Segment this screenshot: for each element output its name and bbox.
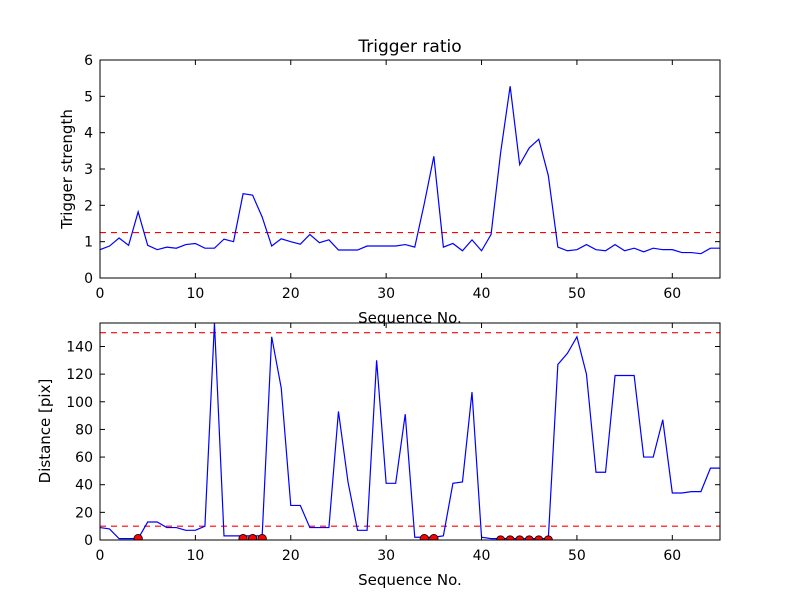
y-tick-label: 5	[84, 89, 93, 105]
y-tick-label: 4	[84, 126, 93, 142]
y-tick-label: 60	[75, 450, 93, 466]
y-tick-label: 20	[75, 505, 93, 521]
series-line-1	[100, 86, 720, 255]
y-tick-label: 0	[84, 271, 93, 287]
y-axis-label: Distance [pix]	[36, 379, 54, 484]
x-tick-label: 60	[663, 548, 681, 564]
x-tick-label: 50	[568, 286, 586, 302]
y-tick-label: 140	[66, 339, 93, 355]
y-tick-label: 100	[66, 395, 93, 411]
y-axis-label: Trigger strength	[58, 109, 76, 230]
x-tick-label: 50	[568, 548, 586, 564]
y-tick-label: 0	[84, 533, 93, 549]
y-tick-label: 120	[66, 367, 93, 383]
x-tick-label: 10	[186, 548, 204, 564]
trigger-ratio-tick-layer: 0 10 20 30 40 50 60 0 1 2 3 4 5 6	[84, 53, 720, 302]
y-tick-label: 1	[84, 235, 93, 251]
chart-title: Trigger ratio	[357, 37, 461, 57]
x-tick-label: 40	[473, 286, 491, 302]
x-tick-label: 0	[96, 286, 105, 302]
y-tick-label: 3	[84, 162, 93, 178]
x-axis-label: Sequence No.	[358, 309, 462, 327]
x-tick-label: 30	[377, 548, 395, 564]
distance-tick-layer: 0 10 20 30 40 50 60 0 20 40 60 80 100 120 140	[66, 323, 720, 564]
y-tick-label: 2	[84, 198, 93, 214]
y-tick-label: 6	[84, 53, 93, 69]
detection-marker	[257, 534, 267, 540]
x-tick-label: 20	[282, 548, 300, 564]
trigger-ratio-axes-frame	[99, 59, 721, 279]
detection-marker	[238, 534, 248, 540]
trigger-ratio-data-layer	[100, 86, 720, 255]
x-tick-label: 20	[282, 286, 300, 302]
detection-marker	[429, 534, 439, 540]
distance-axes-frame	[99, 322, 721, 541]
detection-marker	[248, 534, 258, 540]
detection-marker	[419, 534, 429, 540]
x-tick-label: 10	[186, 286, 204, 302]
detection-marker	[133, 534, 143, 540]
x-tick-label: 0	[96, 548, 105, 564]
x-tick-label: 40	[473, 548, 491, 564]
distance-plot: 0 10 20 30 40 50 60 0 20 40 60 80 100 120 140 Sequence…	[36, 322, 721, 589]
x-tick-label: 60	[663, 286, 681, 302]
y-tick-label: 80	[75, 422, 93, 438]
x-tick-label: 30	[377, 286, 395, 302]
x-axis-label: Sequence No.	[358, 571, 462, 589]
y-tick-label: 40	[75, 478, 93, 494]
series-line-1	[100, 323, 720, 540]
